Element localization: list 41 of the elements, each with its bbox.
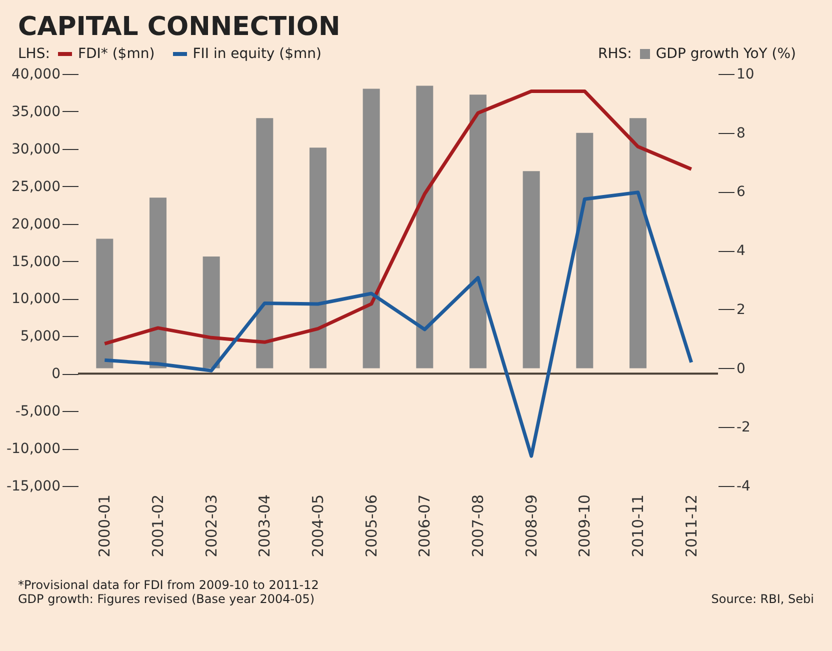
- y-tick-label: 40,000: [12, 66, 60, 82]
- legend-label: GDP growth YoY (%): [656, 46, 796, 62]
- text: LHS:: [18, 46, 50, 62]
- y2-tick-label: 10: [736, 66, 754, 82]
- y-tick-label: 20,000: [12, 216, 60, 232]
- y-tick-label: 35,000: [12, 104, 60, 120]
- y-tick-label: 15,000: [12, 254, 60, 270]
- y-tick-label: 30,000: [12, 141, 60, 158]
- text: RHS:: [598, 46, 632, 62]
- chart-title: CAPITAL CONNECTION: [17, 11, 342, 42]
- x-tick-label: 2004-05: [309, 494, 327, 558]
- x-tick-label: 2009-10: [576, 494, 594, 558]
- x-tick-label: 2002-03: [202, 494, 220, 558]
- x-tick-label: 2010-11: [629, 494, 647, 558]
- legend-label: FII in equity ($mn): [192, 46, 322, 62]
- x-tick-label: 2008-09: [522, 494, 540, 558]
- y-tick-label: -5,000: [15, 404, 60, 420]
- legend-label: FDI* ($mn): [78, 46, 155, 62]
- y2-tick-label: 2: [736, 302, 746, 318]
- y-tick-label: 10,000: [12, 291, 60, 308]
- y-tick-label: -15,000: [6, 478, 60, 494]
- x-tick-label: 2007-08: [469, 494, 487, 558]
- x-tick-label: 2003-04: [256, 494, 274, 558]
- x-tick-label: 2001-02: [149, 494, 167, 558]
- source-note: Source: RBI, Sebi: [711, 592, 814, 606]
- y2-tick-label: 8: [736, 125, 746, 142]
- y2-tick-label: -2: [736, 420, 750, 436]
- x-tick-label: 2000-01: [96, 494, 114, 558]
- y-tick-label: 25,000: [12, 178, 60, 195]
- x-tick-label: 2011-12: [682, 494, 700, 558]
- x-tick-label: 2006-07: [416, 494, 434, 558]
- y-tick-label: 0: [52, 366, 60, 382]
- text: GDP growth: Figures revised (Base year 2004-05): [18, 592, 315, 606]
- y2-tick-label: -4: [736, 478, 751, 494]
- y2-tick-label: 4: [736, 243, 746, 260]
- y-tick-label: 5,000: [20, 328, 60, 345]
- text: *Provisional data for FDI from 2009-10 to 2011-12: [18, 578, 320, 592]
- y2-tick-label: 6: [736, 184, 746, 200]
- y-tick-label: -10,000: [6, 441, 60, 458]
- x-tick-label: 2005-06: [362, 494, 380, 558]
- y2-tick-label: 0: [736, 360, 746, 377]
